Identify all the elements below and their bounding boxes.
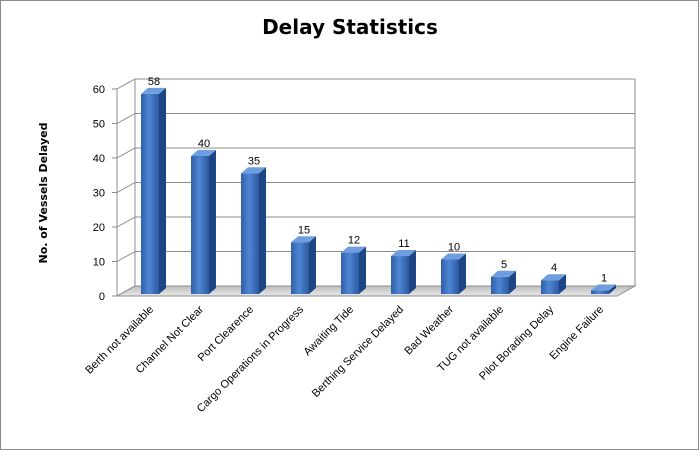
- y-axis-ticks: 0 10 20 30 40 50 60: [93, 84, 117, 303]
- category-label: Bad Weather: [402, 303, 456, 357]
- chart-title: Delay Statistics: [262, 15, 438, 39]
- bar-value-label: 10: [448, 242, 460, 254]
- bar-top: [441, 253, 466, 260]
- bar: 11: [391, 238, 416, 294]
- y-tick-label: 40: [93, 153, 105, 165]
- bar-value-label: 15: [298, 224, 310, 236]
- bar-value-label: 35: [248, 155, 260, 167]
- bar: 1: [591, 273, 616, 294]
- bar: 40: [191, 138, 216, 294]
- y-tick-label: 10: [93, 257, 105, 269]
- bar-top: [341, 246, 366, 253]
- bar-top: [191, 150, 216, 156]
- bar-top: [391, 250, 416, 257]
- bar-front: [441, 259, 459, 294]
- y-tick-label: 50: [93, 119, 105, 131]
- bar-side: [509, 270, 516, 294]
- bar: 12: [341, 235, 366, 294]
- bar-front: [591, 290, 609, 294]
- category-label: Berthing Service Delayed: [310, 304, 406, 400]
- bar-side: [209, 150, 216, 294]
- bar-front: [291, 242, 309, 294]
- bar-value-label: 58: [148, 76, 160, 88]
- bar-front: [541, 280, 559, 294]
- bar-front: [191, 156, 209, 294]
- bar-front: [391, 256, 409, 294]
- bar-value-label: 40: [198, 138, 210, 150]
- bar-front: [141, 93, 159, 295]
- category-label: Engine Failure: [547, 304, 606, 363]
- bar: 5: [491, 259, 516, 294]
- bar-side: [259, 167, 266, 294]
- bar: 4: [541, 262, 566, 294]
- bar-top: [491, 270, 516, 277]
- bar: 35: [241, 155, 266, 294]
- gridline-side: [116, 182, 136, 193]
- bar-side: [609, 284, 616, 294]
- bar: 58: [141, 76, 166, 295]
- gridline-side: [116, 113, 136, 124]
- bar-side: [309, 236, 316, 294]
- bar-value-label: 4: [551, 262, 557, 274]
- gridline-side: [116, 251, 136, 262]
- bar-value-label: 11: [398, 238, 409, 250]
- category-label: Cargo Operations in Progress: [195, 303, 307, 415]
- bar-side: [409, 250, 416, 294]
- bar-side: [159, 87, 166, 295]
- bar-side: [559, 274, 566, 294]
- bar-value-label: 12: [348, 235, 360, 247]
- gridline-side: [116, 216, 136, 228]
- bar-top: [291, 236, 316, 243]
- bar-top: [241, 167, 266, 174]
- gridline-side: [116, 78, 136, 90]
- bar-value-label: 1: [601, 273, 607, 285]
- bar-front: [241, 173, 259, 294]
- bar-top: [541, 274, 566, 281]
- bar: 10: [441, 242, 466, 294]
- bar-side: [459, 253, 466, 294]
- y-tick-label: 20: [93, 222, 105, 234]
- bar-front: [341, 252, 359, 294]
- y-tick-label: 60: [93, 84, 105, 96]
- bar-top: [591, 284, 616, 291]
- y-axis-title: No. of Vessels Delayed: [37, 123, 50, 264]
- bar-side: [359, 246, 366, 294]
- bar-value-label: 5: [501, 259, 507, 271]
- bars: 58 40 35 15 12 11 10 5 4 1: [141, 76, 616, 295]
- y-tick-label: 0: [99, 291, 105, 303]
- bar: 15: [291, 224, 316, 294]
- category-label: Awaiting Tide: [302, 304, 357, 359]
- bar-front: [491, 276, 509, 294]
- y-tick-label: 30: [93, 188, 105, 200]
- gridline-side: [116, 147, 136, 159]
- bar-top: [141, 87, 166, 94]
